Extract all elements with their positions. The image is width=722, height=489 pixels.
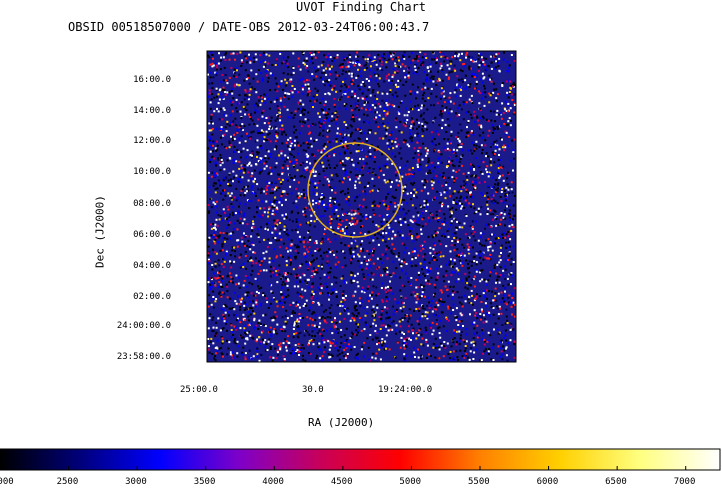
y-tick-label: 06:00.0 — [133, 230, 171, 240]
colorbar-tick-label: 2500 — [56, 477, 79, 487]
colorbar-tick-label: 2000 — [0, 477, 14, 487]
y-tick-label: 14:00.0 — [133, 106, 171, 116]
finding-chart-plot — [206, 50, 517, 363]
y-tick-label: 08:00.0 — [133, 199, 171, 209]
image-pixels — [207, 51, 516, 362]
chart-subtitle: OBSID 00518507000 / DATE-OBS 2012-03-24T… — [68, 20, 430, 34]
colorbar-tick-label: 6500 — [605, 477, 627, 487]
x-tick-label: 19:24:00.0 — [378, 385, 433, 395]
colorbar-tick-label: 5500 — [468, 477, 490, 487]
x-axis-label: RA (J2000) — [308, 416, 375, 429]
colorbar-tick-label: 4500 — [330, 477, 353, 487]
y-tick-label: 16:00.0 — [133, 75, 171, 85]
y-tick-label: 04:00.0 — [133, 261, 171, 271]
y-tick-label: 12:00.0 — [133, 136, 171, 146]
y-tick-label: 23:58:00.0 — [116, 352, 171, 362]
x-tick-label: 30.0 — [302, 385, 324, 395]
colorbar-tick-label: 6000 — [536, 477, 559, 487]
x-tick-label: 25:00.0 — [180, 385, 218, 395]
colorbar-tick-label: 3500 — [193, 477, 216, 487]
source-region-circle — [307, 142, 403, 238]
colorbar-tick-label: 4000 — [262, 477, 284, 487]
colorbar — [0, 448, 721, 471]
y-tick-label: 10:00.0 — [133, 167, 171, 177]
y-tick-label: 02:00.0 — [133, 292, 171, 302]
colorbar-gradient — [0, 448, 721, 471]
chart-title: UVOT Finding Chart — [295, 0, 427, 14]
y-axis-label: Dec (J2000) — [93, 195, 107, 268]
colorbar-tick-label: 3000 — [125, 477, 147, 487]
image-frame — [206, 50, 517, 363]
colorbar-tick-label: 5000 — [399, 477, 422, 487]
colorbar-tick-label: 7000 — [673, 477, 696, 487]
y-tick-label: 24:00:00.0 — [116, 321, 171, 331]
